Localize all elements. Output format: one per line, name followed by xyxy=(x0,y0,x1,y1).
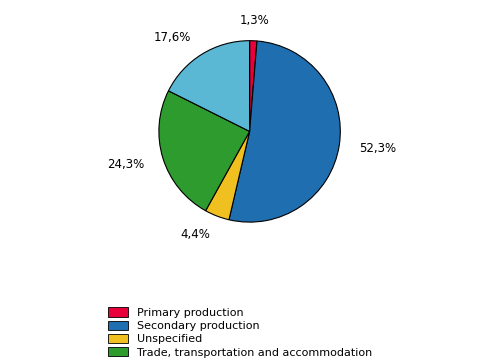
Text: 17,6%: 17,6% xyxy=(154,31,192,44)
Wedge shape xyxy=(229,41,340,222)
Text: 4,4%: 4,4% xyxy=(180,228,210,241)
Legend: Primary production, Secondary production, Unspecified, Trade, transportation and: Primary production, Secondary production… xyxy=(108,307,372,360)
Wedge shape xyxy=(168,41,250,131)
Wedge shape xyxy=(159,91,250,211)
Wedge shape xyxy=(205,131,250,220)
Text: 52,3%: 52,3% xyxy=(359,142,396,155)
Text: 24,3%: 24,3% xyxy=(107,158,144,171)
Text: 1,3%: 1,3% xyxy=(239,14,269,27)
Wedge shape xyxy=(250,41,257,131)
